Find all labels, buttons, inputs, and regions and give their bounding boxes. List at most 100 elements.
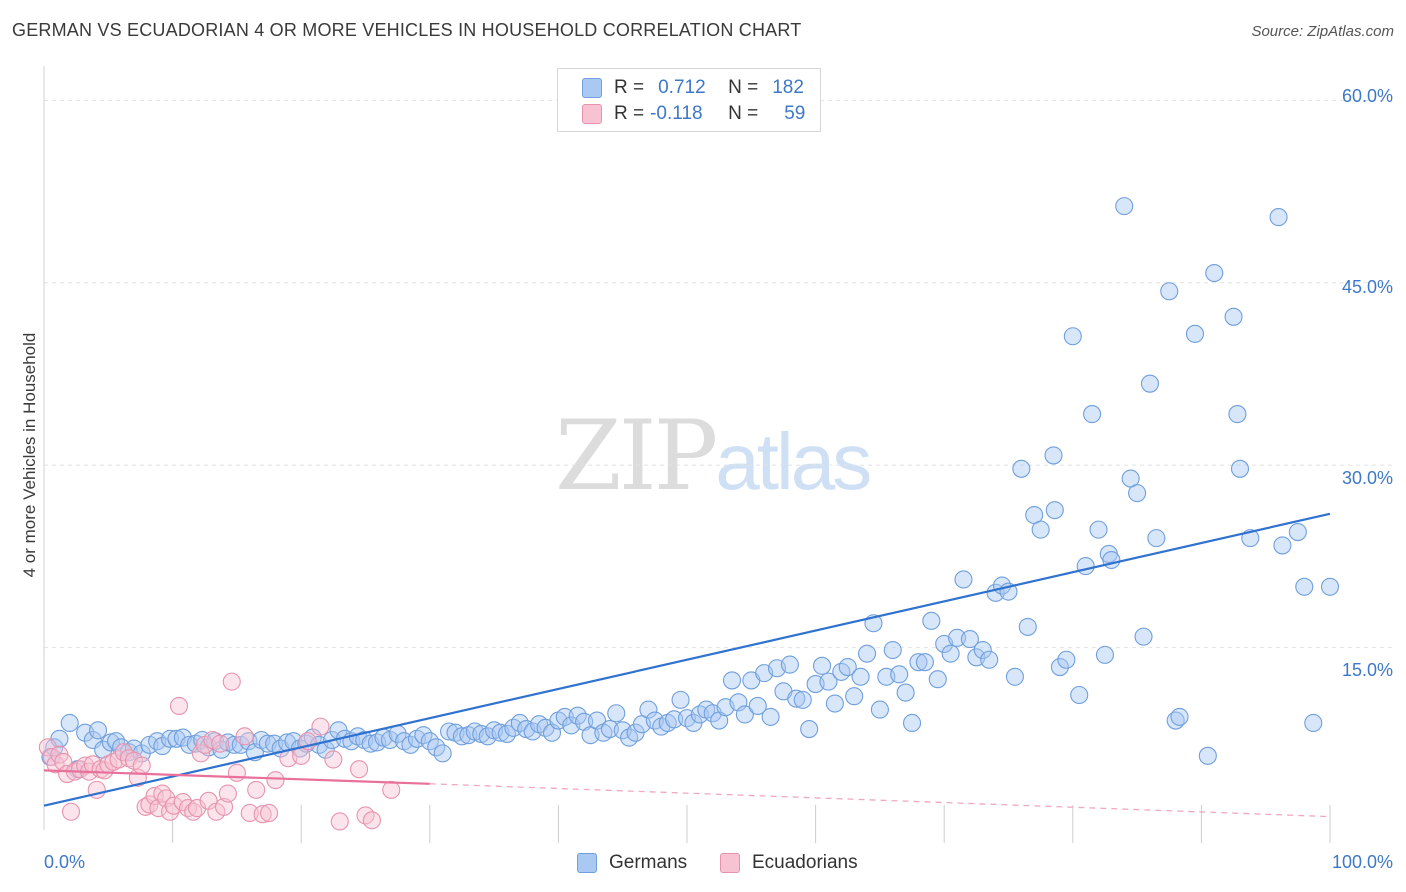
grid-lines	[44, 99, 1392, 649]
german-point	[870, 700, 889, 719]
correlation-legend: R = 0.712 N = 182 R = -0.118 N = 59	[557, 68, 821, 132]
ecuadorian-point	[350, 760, 369, 779]
german-point	[1269, 208, 1288, 227]
german-point	[1128, 484, 1147, 503]
r-value: -0.118	[650, 103, 703, 124]
ecuadorian-point	[140, 795, 159, 814]
german-point	[1095, 645, 1114, 664]
ecuadorian-point	[247, 780, 266, 799]
german-point	[1089, 520, 1108, 539]
german-point	[1134, 627, 1153, 646]
germans-trend-line	[43, 512, 1331, 807]
ecuadorian-point	[191, 744, 210, 763]
german-point	[890, 665, 909, 684]
german-point	[787, 689, 806, 708]
y-tick-label: 45.0%	[1341, 277, 1393, 297]
german-point	[857, 644, 877, 663]
n-label: N =	[728, 103, 759, 124]
german-point	[800, 720, 819, 739]
legend-label: Ecuadorians	[752, 852, 858, 873]
german-point	[1044, 446, 1063, 465]
german-point	[1031, 520, 1050, 539]
german-point	[812, 656, 832, 675]
ecuadorian-point	[61, 802, 81, 821]
german-point	[922, 611, 941, 630]
german-point	[883, 640, 902, 660]
ecuadorian-point	[187, 799, 207, 818]
y-tick-label: 60.0%	[1341, 86, 1393, 106]
german-point	[928, 670, 947, 689]
ecuadorian-point	[259, 803, 279, 823]
ecuadorians-points	[38, 672, 401, 831]
german-point	[433, 744, 452, 763]
german-point	[819, 672, 838, 691]
chart-title: GERMAN VS ECUADORIAN 4 OR MORE VEHICLES …	[12, 20, 802, 40]
legend-item-germans[interactable]: Germans	[577, 852, 687, 874]
ecuadorian-point	[38, 738, 57, 757]
ecuadorian-point	[169, 696, 189, 716]
y-tick-label: 30.0%	[1341, 468, 1393, 488]
germans-swatch	[582, 78, 602, 98]
legend-row-ecuadorians: R = -0.118 N = 59	[582, 102, 805, 126]
german-point	[838, 657, 857, 677]
y-tick-label: 15.0%	[1341, 660, 1393, 680]
german-point	[160, 729, 180, 748]
ecuadorians-swatch	[582, 104, 602, 124]
german-point	[980, 650, 999, 669]
n-value: 182	[772, 77, 804, 98]
r-label: R =	[614, 103, 645, 124]
watermark-zip: ZIP	[555, 400, 718, 512]
legend-item-ecuadorians[interactable]: Ecuadorians	[720, 852, 858, 874]
german-point	[1185, 324, 1205, 343]
source-label: Source: ZipAtlas.com	[1251, 23, 1394, 40]
trend-lines	[43, 512, 1331, 818]
n-value: 59	[784, 103, 806, 124]
ecuadorian-point	[362, 811, 381, 830]
german-point	[1320, 577, 1340, 596]
ecuadorians-trend-extension	[429, 783, 1331, 818]
german-point	[1170, 707, 1189, 726]
german-point	[1273, 536, 1292, 555]
german-point	[1070, 685, 1089, 705]
german-point	[909, 653, 928, 672]
german-point	[1102, 550, 1121, 570]
germans-swatch	[577, 853, 597, 873]
german-point	[1304, 713, 1323, 733]
german-point	[1083, 405, 1102, 424]
german-point	[1198, 746, 1217, 765]
german-point	[1057, 650, 1076, 669]
ecuadorians-swatch	[720, 853, 740, 873]
german-point	[665, 710, 684, 729]
n-label: N =	[728, 77, 759, 98]
german-point	[153, 737, 172, 756]
german-point	[761, 707, 780, 726]
german-point	[825, 694, 844, 713]
german-point	[748, 696, 767, 716]
german-point	[671, 690, 690, 709]
german-point	[1288, 522, 1307, 542]
ecuadorian-point	[149, 799, 168, 818]
ecuadorian-point	[211, 734, 230, 753]
r-label: R =	[614, 77, 645, 98]
german-point	[600, 720, 619, 739]
german-point	[948, 628, 967, 647]
watermark-atlas: atlas	[715, 417, 872, 506]
german-point	[722, 671, 742, 690]
x-tick-label-min: 0.0%	[44, 852, 86, 872]
german-point	[851, 667, 870, 686]
german-point	[1005, 667, 1024, 686]
german-point	[896, 683, 915, 702]
german-point	[193, 730, 212, 750]
ecuadorian-point	[324, 750, 343, 769]
german-point	[845, 687, 864, 706]
german-point	[954, 570, 973, 589]
ecuadorian-point	[218, 784, 237, 803]
german-point	[780, 655, 799, 674]
legend-row-germans: R = 0.712 N = 182	[582, 76, 804, 100]
german-point	[973, 640, 992, 660]
german-point	[1147, 529, 1166, 548]
german-point	[607, 704, 626, 723]
german-point	[1295, 577, 1314, 596]
german-point	[639, 700, 658, 719]
